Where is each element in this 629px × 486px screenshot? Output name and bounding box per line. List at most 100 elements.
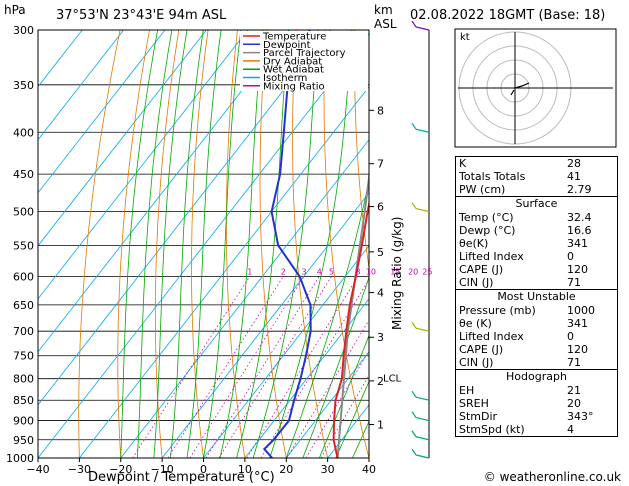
- legend-box: [240, 31, 368, 91]
- pressure-tick-label: 350: [13, 79, 34, 92]
- mixing-ratio-label: 1: [247, 267, 252, 276]
- dewpoint-line: [262, 30, 312, 458]
- wind-barb: [415, 26, 430, 31]
- mixing-ratio-label: 10: [366, 267, 376, 276]
- isotherm-line: [38, 30, 166, 194]
- pressure-tick-label: 300: [13, 24, 34, 37]
- hodo-row-sreh: SREH 20: [459, 397, 581, 410]
- wet-adiabat-line: [285, 178, 369, 458]
- surface-row-cin: CIN (J) 71: [459, 276, 581, 289]
- wet-adiabat-line: [170, 30, 204, 458]
- mixing-ratio-label: 20: [408, 267, 418, 276]
- pressure-tick-label: 900: [13, 415, 34, 428]
- dry-adiabat-line: [323, 30, 369, 458]
- wind-barb: [415, 327, 430, 332]
- mu-row-cin: CIN (J) 71: [459, 356, 581, 369]
- mu-row-cape: CAPE (J) 120: [459, 343, 588, 356]
- wet-adiabat-line: [203, 30, 242, 458]
- mu-row-li: Lifted Index 0: [459, 330, 574, 343]
- mixing-ratio-line: [246, 276, 359, 458]
- legend-entry: Dry Adiabat: [263, 56, 322, 67]
- pressure-tick-label: 450: [13, 168, 34, 181]
- km-tick-label: 8: [377, 104, 384, 117]
- pressure-tick-label: 400: [13, 126, 34, 139]
- surface-row-temp: Temp (°C) 32.4: [459, 211, 592, 224]
- x-axis-label: Dewpoint / Temperature (°C): [88, 470, 275, 485]
- wind-barb: [415, 396, 430, 401]
- index-row-pw: PW (cm) 2.79: [459, 183, 592, 196]
- pressure-units: hPa: [4, 3, 26, 17]
- wind-barb-flag: [411, 390, 417, 398]
- wet-adiabat-line: [186, 30, 222, 458]
- legend-entry: Mixing Ratio: [263, 81, 325, 92]
- mixing-ratio-label: 25: [422, 267, 432, 276]
- isotherm-line: [244, 298, 369, 458]
- isotherm-line: [38, 30, 331, 406]
- wind-barb: [415, 208, 430, 213]
- pressure-tick-label: 550: [13, 239, 34, 252]
- wet-adiabat-line: [319, 334, 369, 458]
- mixing-ratio-line: [305, 349, 369, 458]
- legend-entry: Parcel Trajectory: [263, 48, 346, 59]
- mixing-ratio-axis-label: Mixing Ratio (g/kg): [390, 216, 404, 330]
- storm-motion-arrow: [510, 89, 515, 96]
- x-tick-label: −30: [68, 463, 91, 476]
- isotherm-line: [38, 32, 369, 458]
- index-row-k: K 28: [459, 157, 581, 170]
- wet-adiabat-line: [136, 30, 173, 458]
- hodo-row-stmdir: StmDir 343°: [459, 410, 594, 423]
- pressure-tick-label: 850: [13, 394, 34, 407]
- mixing-ratio-line: [218, 276, 332, 458]
- x-tick-label: 10: [238, 463, 252, 476]
- wind-barb: [415, 436, 430, 441]
- wind-barb: [415, 416, 430, 422]
- wind-barb-flag: [411, 20, 417, 28]
- pressure-tick-label: 800: [13, 373, 34, 386]
- pressure-tick-label: 750: [13, 350, 34, 363]
- wet-adiabat-line: [153, 30, 188, 458]
- surface-row-li: Lifted Index 0: [459, 250, 574, 263]
- x-tick-label: 20: [279, 463, 293, 476]
- legend-entry: Wet Adiabat: [263, 65, 324, 76]
- legend-entry: Isotherm: [263, 73, 307, 84]
- km-tick-label: 1: [377, 418, 384, 431]
- isotherm-line: [38, 30, 124, 141]
- datetime-title: 02.08.2022 18GMT (Base: 18): [410, 8, 606, 23]
- wind-barb-flag: [411, 411, 417, 418]
- surface-heading: Surface: [456, 196, 617, 211]
- most-unstable-heading: Most Unstable: [456, 289, 617, 304]
- isotherm-line: [161, 192, 369, 458]
- dry-adiabat-line: [117, 30, 150, 458]
- lcl-label: LCL: [383, 374, 402, 385]
- location-title: 37°53'N 23°43'E 94m ASL: [56, 8, 227, 23]
- wind-barb-flag: [411, 430, 417, 438]
- index-row-totals: Totals Totals 41: [459, 170, 581, 183]
- km-tick-label: 6: [377, 201, 384, 214]
- mixing-ratio-label: 15: [390, 267, 400, 276]
- km-tick-label: 4: [377, 287, 384, 300]
- hodograph-units: kt: [460, 32, 470, 43]
- wet-adiabat-line: [335, 380, 369, 458]
- mixing-ratio-label: 8: [355, 267, 360, 276]
- km-tick-label: 3: [377, 331, 384, 344]
- mixing-ratio-line: [132, 276, 251, 458]
- dry-adiabat-line: [226, 30, 246, 458]
- pressure-tick-label: 650: [13, 299, 34, 312]
- mixing-ratio-line: [320, 374, 369, 458]
- isotherm-line: [285, 351, 369, 458]
- wind-barb: [415, 454, 430, 459]
- pressure-tick-label: 600: [13, 270, 34, 283]
- temperature-line: [332, 199, 369, 458]
- mixing-ratio-line: [205, 276, 320, 458]
- wet-adiabat-line: [219, 30, 264, 458]
- footer-copyright: © weatheronline.co.uk: [483, 470, 621, 484]
- dry-adiabat-line: [619, 30, 629, 458]
- x-tick-label: −20: [109, 463, 132, 476]
- mixing-ratio-line: [189, 276, 305, 458]
- x-tick-label: 30: [321, 463, 335, 476]
- legend-entry: Dewpoint: [263, 40, 311, 51]
- mixing-ratio-line: [286, 319, 369, 458]
- dry-adiabat-line: [191, 30, 209, 458]
- isotherm-line: [38, 30, 249, 300]
